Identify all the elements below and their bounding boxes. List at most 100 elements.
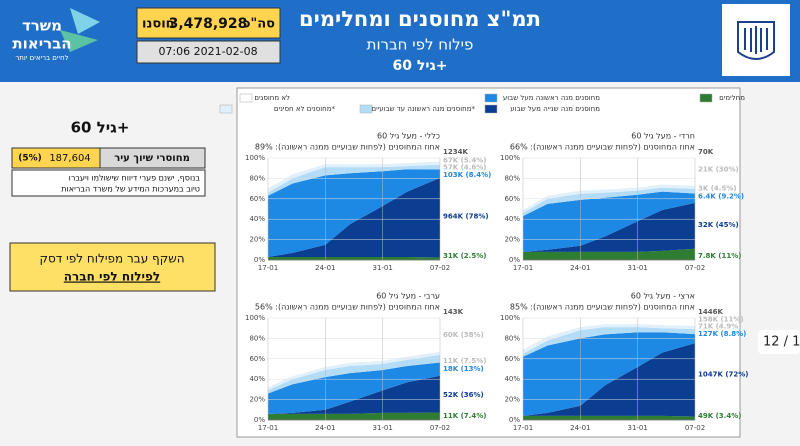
y-tick-label: 80% [249,174,265,182]
area [268,256,440,260]
x-tick-label: 24-01 [315,264,335,272]
area [523,324,695,354]
area [268,375,440,414]
note: טיוב במערכות המידע של משרד הבריאות [61,185,200,194]
y-tick-label: 20% [504,236,520,244]
area [268,351,440,391]
x-tick-label: 07-02 [430,424,450,432]
x-tick-label: 07-02 [430,264,450,272]
legend-label: מחלימים [719,94,745,102]
notice-box [9,242,216,292]
chart-subtitle: אחוז המחוסנים (לפחות שבועיים ממנה ראשונה… [255,303,440,312]
value-label: 31K (2.5%) [443,252,486,260]
chart-title: ארצי - מעל גיל 60 [631,292,695,301]
legend-swatch [359,104,373,114]
y-tick-label: 80% [249,334,265,342]
chart-title: חרדי - מעל גיל 60 [631,132,695,141]
x-tick-label: 31-01 [627,264,647,272]
y-tick-label: 100% [500,154,520,162]
side-age: גיל 60+ [71,119,130,137]
value-label: 57K (4.6%) [443,164,486,172]
x-tick-label: 31-01 [372,264,392,272]
y-tick-label: 60% [504,195,520,203]
value-label: 49K (3.4%) [698,412,741,420]
value-label: 3K (4.5%) [698,184,737,192]
x-tick-label: 17-01 [513,424,533,432]
y-tick-label: 60% [249,195,265,203]
x-tick-label: 24-01 [315,424,335,432]
y-tick-label: 20% [504,396,520,404]
note: בנוסף, ישנם פערי דיווח שישולמו ויעברו [69,174,201,183]
legend-label: מחוסנים מנה ראשונה עד שבועיים* [372,105,476,113]
chart-title: כללי - מעל גיל 60 [377,132,440,141]
y-tick-label: 100% [500,314,520,322]
x-tick-label: 07-02 [685,424,705,432]
legend-swatch [484,93,498,103]
area [268,161,440,193]
y-tick-label: 20% [249,236,265,244]
value-label: 158K (11%) [698,315,744,323]
area [268,354,440,394]
total-box [136,7,281,39]
logo-text: הבריאות [12,35,71,53]
x-tick-label: 31-01 [627,424,647,432]
x-tick-label: 24-01 [570,424,590,432]
y-tick-label: 60% [249,355,265,363]
value-label: 6.4K (9.2%) [698,193,744,201]
y-tick-label: 80% [504,334,520,342]
value-label: 964K (78%) [443,212,489,220]
age-heading: גיל 60+ [393,58,448,74]
area [523,191,695,252]
value-label: 1047K (72%) [698,370,749,378]
value-label: 32K (45%) [698,221,739,229]
value-label: 11K (7.4%) [443,412,486,420]
legend-label: לא מחוסנים [254,94,290,102]
value-label: 60K (38%) [443,331,484,339]
legend-label: מחוסנים מנה שנייה מעל שבוע [510,105,600,113]
value-label: 7.8K (11%) [698,252,741,260]
x-tick-label: 17-01 [258,264,278,272]
area [523,248,695,260]
legend-swatch [219,104,233,114]
legend-swatch [699,93,713,103]
y-tick-label: 40% [249,375,265,383]
logo-shape [60,30,98,52]
area [523,187,695,217]
x-tick-label: 17-01 [258,424,278,432]
logo-tagline: לחיים בריאים יותר [15,54,68,62]
notice: לפילוח לפי חברה [64,270,160,284]
y-tick-label: 0% [509,256,520,264]
page-indicator: 12 / 1 [763,335,800,350]
y-tick-label: 0% [509,416,520,424]
logo-text: משרד [22,17,62,35]
total-value: 3,478,928 [169,16,248,32]
value-label: 52K (36%) [443,391,484,399]
notice: השקף עבר מפילוח לפי דסק [39,252,184,266]
value-label: 1234K [443,148,468,156]
y-tick-label: 40% [504,215,520,223]
value-label: 21K (30%) [698,166,739,174]
x-tick-label: 07-02 [685,264,705,272]
title: תמ"צ מחוסנים ומחלימים [299,7,541,31]
total-suffix: חוסנו [142,17,175,32]
y-tick-label: 0% [254,256,265,264]
y-tick-label: 40% [504,375,520,383]
timestamp: 07:06 2021-02-08 [158,45,257,58]
x-tick-label: 17-01 [513,264,533,272]
cell [99,147,206,169]
total-prefix: סה"כ [243,17,275,32]
value-label: 127K (8.8%) [698,330,746,338]
area [268,177,440,258]
chart-subtitle: אחוז המחוסנים (לפחות שבועיים ממנה ראשונה… [510,143,695,152]
x-tick-label: 24-01 [570,264,590,272]
note-box [11,169,206,197]
value-label: 11K (7.5%) [443,357,486,365]
logo-shape [70,8,100,34]
y-tick-label: 60% [504,355,520,363]
area [523,332,695,416]
emblem [737,21,775,60]
area [268,412,440,420]
area [268,362,440,414]
legend-label: מחוסנים מנה ראשונה מעל שבוע [503,94,600,102]
